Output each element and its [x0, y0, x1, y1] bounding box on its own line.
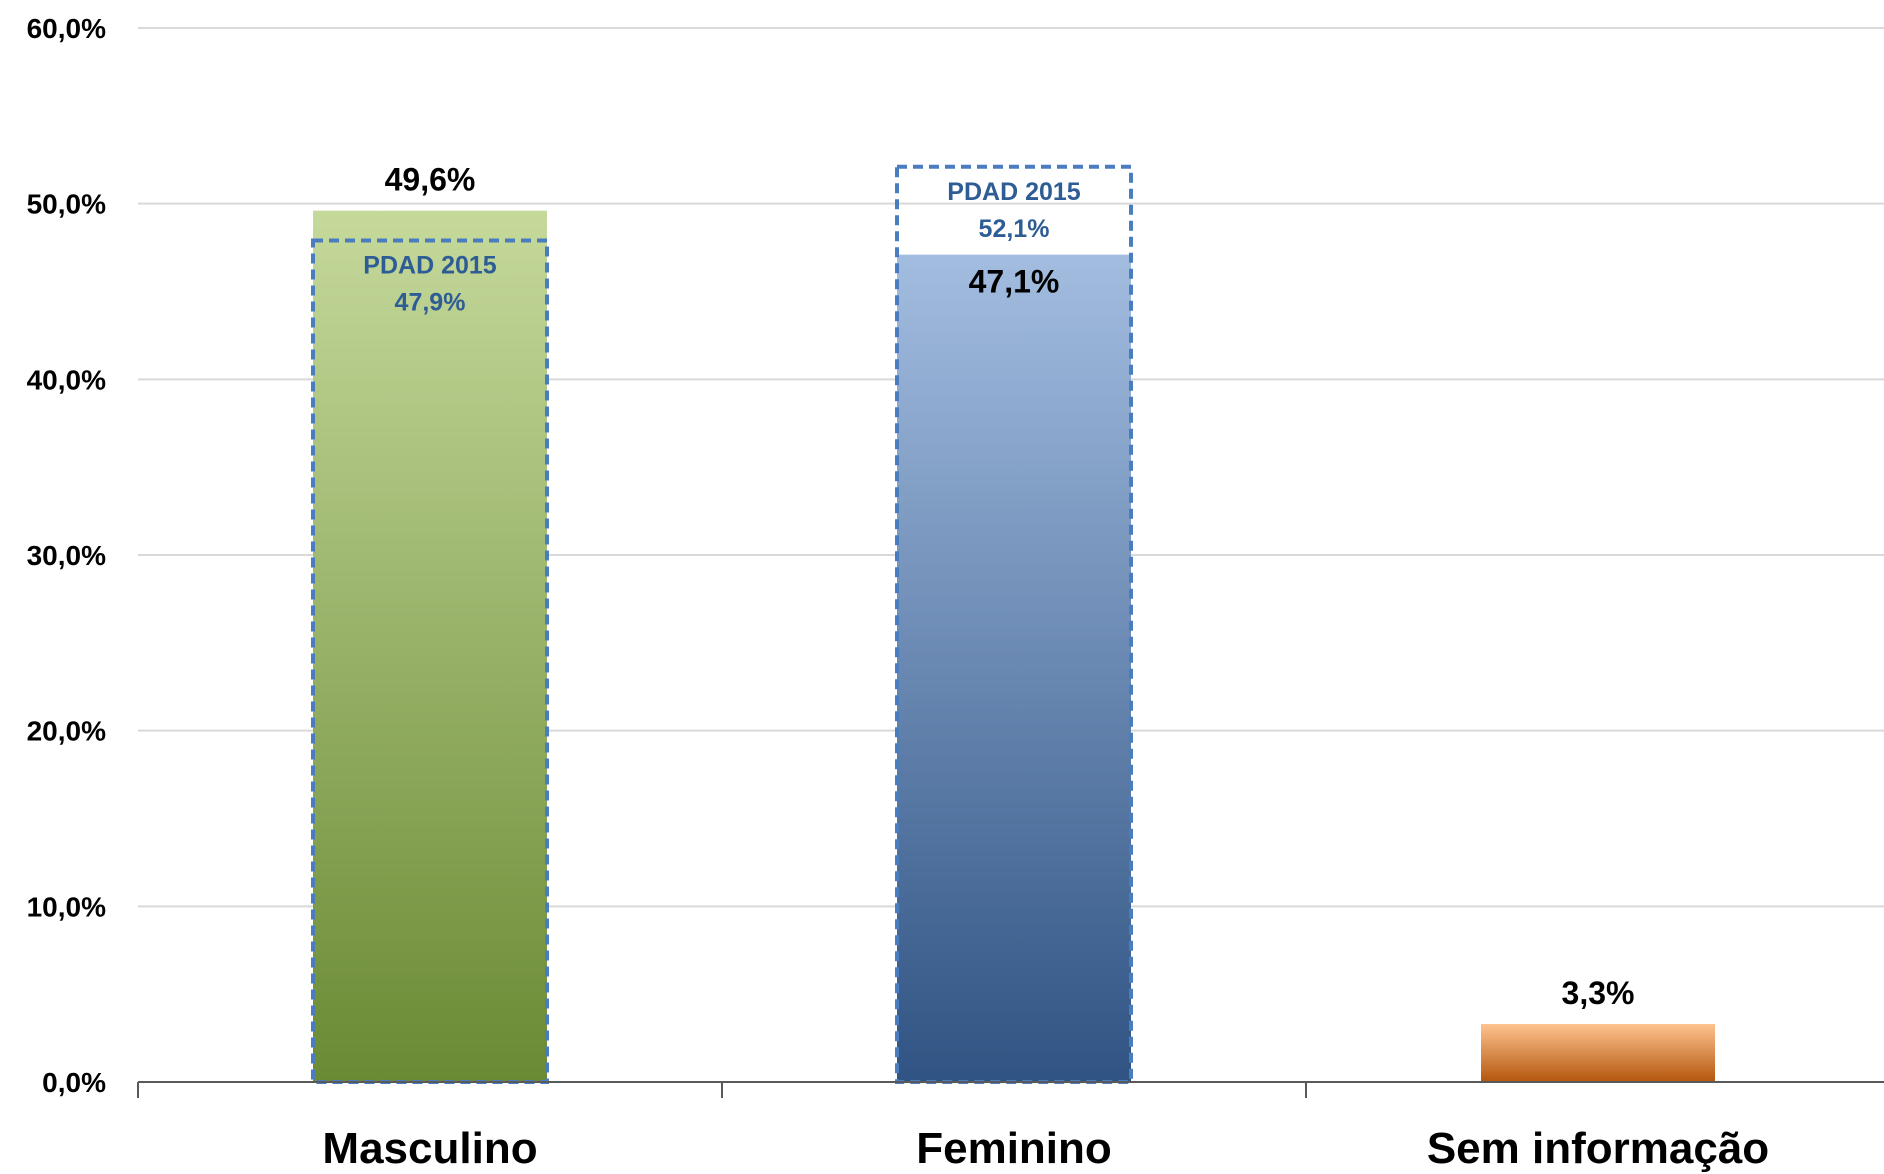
x-axis — [137, 1081, 1884, 1098]
data-label: 47,1% — [969, 264, 1060, 300]
x-axis-labels: Masculino Feminino Sem informação — [322, 1124, 1769, 1173]
x-tick-label: Masculino — [322, 1124, 537, 1173]
y-tick-label: 20,0% — [27, 716, 106, 747]
reference-name-label: PDAD 2015 — [947, 178, 1080, 206]
y-tick-label: 60,0% — [27, 13, 106, 44]
y-tick-label: 50,0% — [27, 189, 106, 220]
data-labels: 49,6% 47,1% 3,3% PDAD 2015 47,9% PDAD 2015 52,… — [363, 162, 1634, 1011]
y-tick-label: 40,0% — [27, 364, 106, 395]
data-label: 49,6% — [385, 162, 476, 198]
reference-name-label: PDAD 2015 — [363, 252, 496, 280]
y-tick-label: 10,0% — [27, 891, 106, 922]
reference-value-label: 52,1% — [979, 215, 1050, 243]
x-tick-label: Feminino — [916, 1124, 1112, 1173]
reference-value-label: 47,9% — [395, 289, 466, 317]
data-label: 3,3% — [1562, 975, 1635, 1011]
bar-feminino — [897, 254, 1131, 1083]
y-tick-label: 0,0% — [42, 1067, 106, 1098]
bar-masculino — [313, 210, 547, 1082]
bars — [313, 210, 1715, 1083]
bar-sem-informa-o — [1481, 1024, 1715, 1082]
y-axis-ticks: 0,0% 10,0% 20,0% 30,0% 40,0% 50,0% 60,0% — [27, 13, 107, 1098]
y-tick-label: 30,0% — [27, 540, 106, 571]
x-tick-label: Sem informação — [1427, 1124, 1769, 1173]
